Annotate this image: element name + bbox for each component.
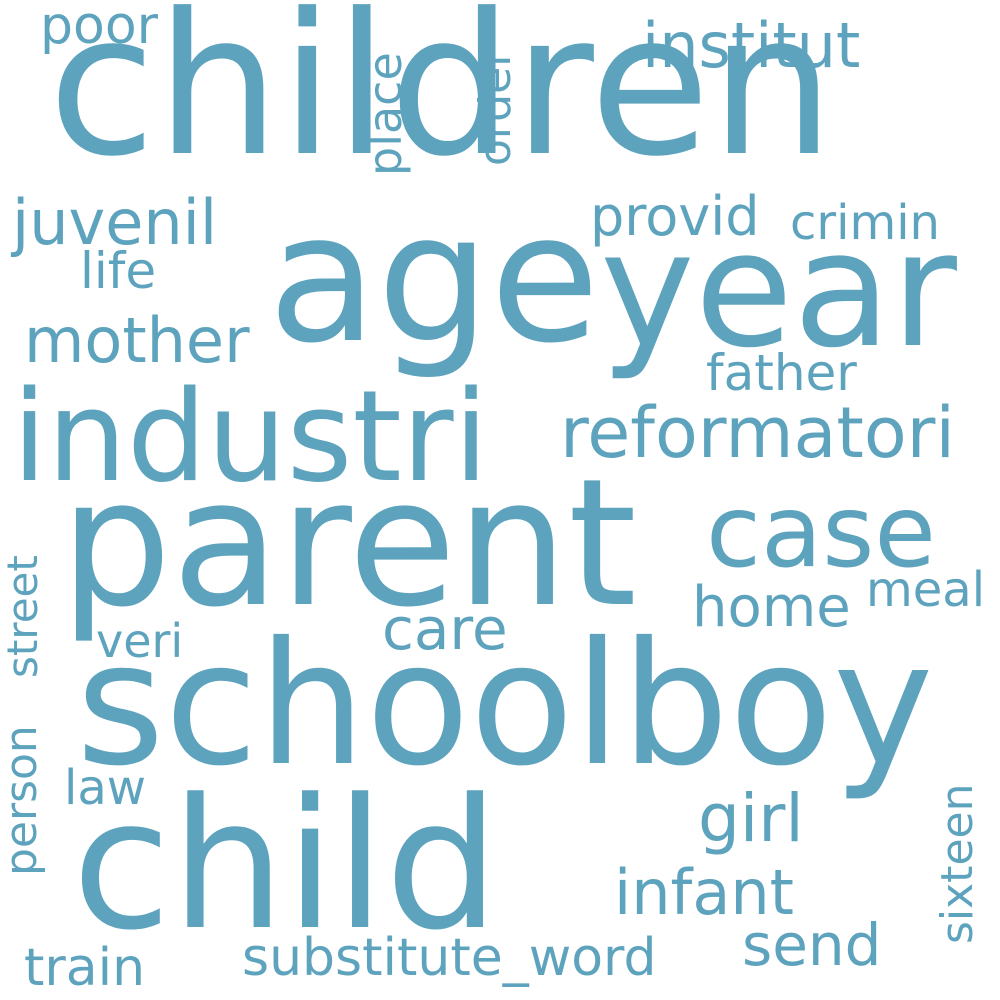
word-train: train	[24, 938, 146, 998]
word-schoolboy: schoolboy	[76, 606, 934, 804]
word-order: order	[470, 48, 521, 166]
word-institut: institut	[642, 9, 861, 82]
word-father: father	[706, 344, 857, 402]
word-care: care	[382, 595, 508, 663]
word-children: children	[48, 0, 835, 200]
word-law: law	[64, 760, 147, 816]
word-street: street	[0, 555, 47, 678]
word-child: child	[72, 761, 500, 970]
word-industri: industri	[12, 363, 489, 510]
word-send: send	[742, 911, 882, 979]
word-sixteen: sixteen	[932, 783, 983, 944]
word-age: age	[268, 175, 600, 382]
word-person: person	[0, 725, 47, 876]
word-home: home	[692, 575, 851, 640]
word-juvenil: juvenil	[12, 186, 218, 259]
word-year: year	[600, 196, 957, 383]
word-parent: parent	[60, 441, 637, 646]
word-provid: provid	[590, 185, 760, 248]
word-meal: meal	[866, 562, 986, 618]
word-veri: veri	[96, 614, 184, 668]
word-crimin: crimin	[790, 195, 940, 251]
word-girl: girl	[698, 780, 804, 857]
word-place: place	[358, 52, 412, 176]
word-reformatori: reformatori	[560, 392, 955, 474]
word-life: life	[80, 242, 157, 300]
word-poor: poor	[40, 0, 159, 56]
word-mother: mother	[24, 304, 250, 377]
word-substitute-word: substitute_word	[242, 928, 657, 988]
word-case: case	[706, 473, 936, 590]
word-infant: infant	[614, 856, 794, 929]
